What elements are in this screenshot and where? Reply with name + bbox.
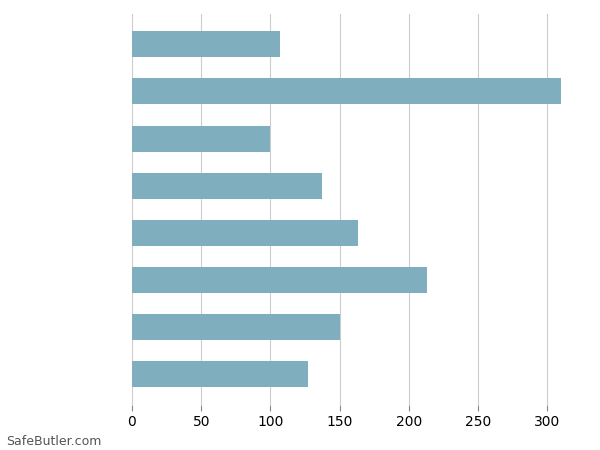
Bar: [132, 267, 427, 293]
Bar: [132, 173, 322, 198]
Text: SafeButler.com: SafeButler.com: [6, 435, 101, 448]
Bar: [132, 314, 340, 340]
Bar: [132, 32, 280, 57]
Bar: [132, 361, 308, 387]
Bar: [132, 126, 271, 152]
Bar: [132, 78, 561, 104]
Bar: [132, 220, 358, 246]
